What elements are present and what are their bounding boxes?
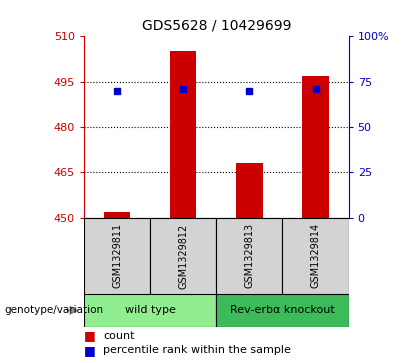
- Text: GSM1329812: GSM1329812: [178, 223, 188, 289]
- Bar: [84, 218, 150, 294]
- Text: ■: ■: [84, 344, 96, 357]
- Bar: [104, 212, 130, 218]
- Text: count: count: [103, 331, 134, 341]
- Text: ■: ■: [84, 329, 96, 342]
- Bar: [236, 163, 262, 218]
- Bar: [216, 294, 349, 327]
- Text: GSM1329814: GSM1329814: [310, 223, 320, 289]
- Title: GDS5628 / 10429699: GDS5628 / 10429699: [142, 19, 291, 32]
- Text: genotype/variation: genotype/variation: [4, 305, 103, 315]
- Bar: [302, 76, 329, 218]
- Text: percentile rank within the sample: percentile rank within the sample: [103, 345, 291, 355]
- Bar: [216, 218, 283, 294]
- Text: GSM1329811: GSM1329811: [112, 223, 122, 289]
- Bar: [282, 218, 349, 294]
- Bar: [170, 52, 197, 218]
- Text: GSM1329813: GSM1329813: [244, 223, 255, 289]
- Text: wild type: wild type: [125, 305, 176, 315]
- Bar: [150, 218, 216, 294]
- Text: Rev-erbα knockout: Rev-erbα knockout: [230, 305, 335, 315]
- Bar: [84, 294, 216, 327]
